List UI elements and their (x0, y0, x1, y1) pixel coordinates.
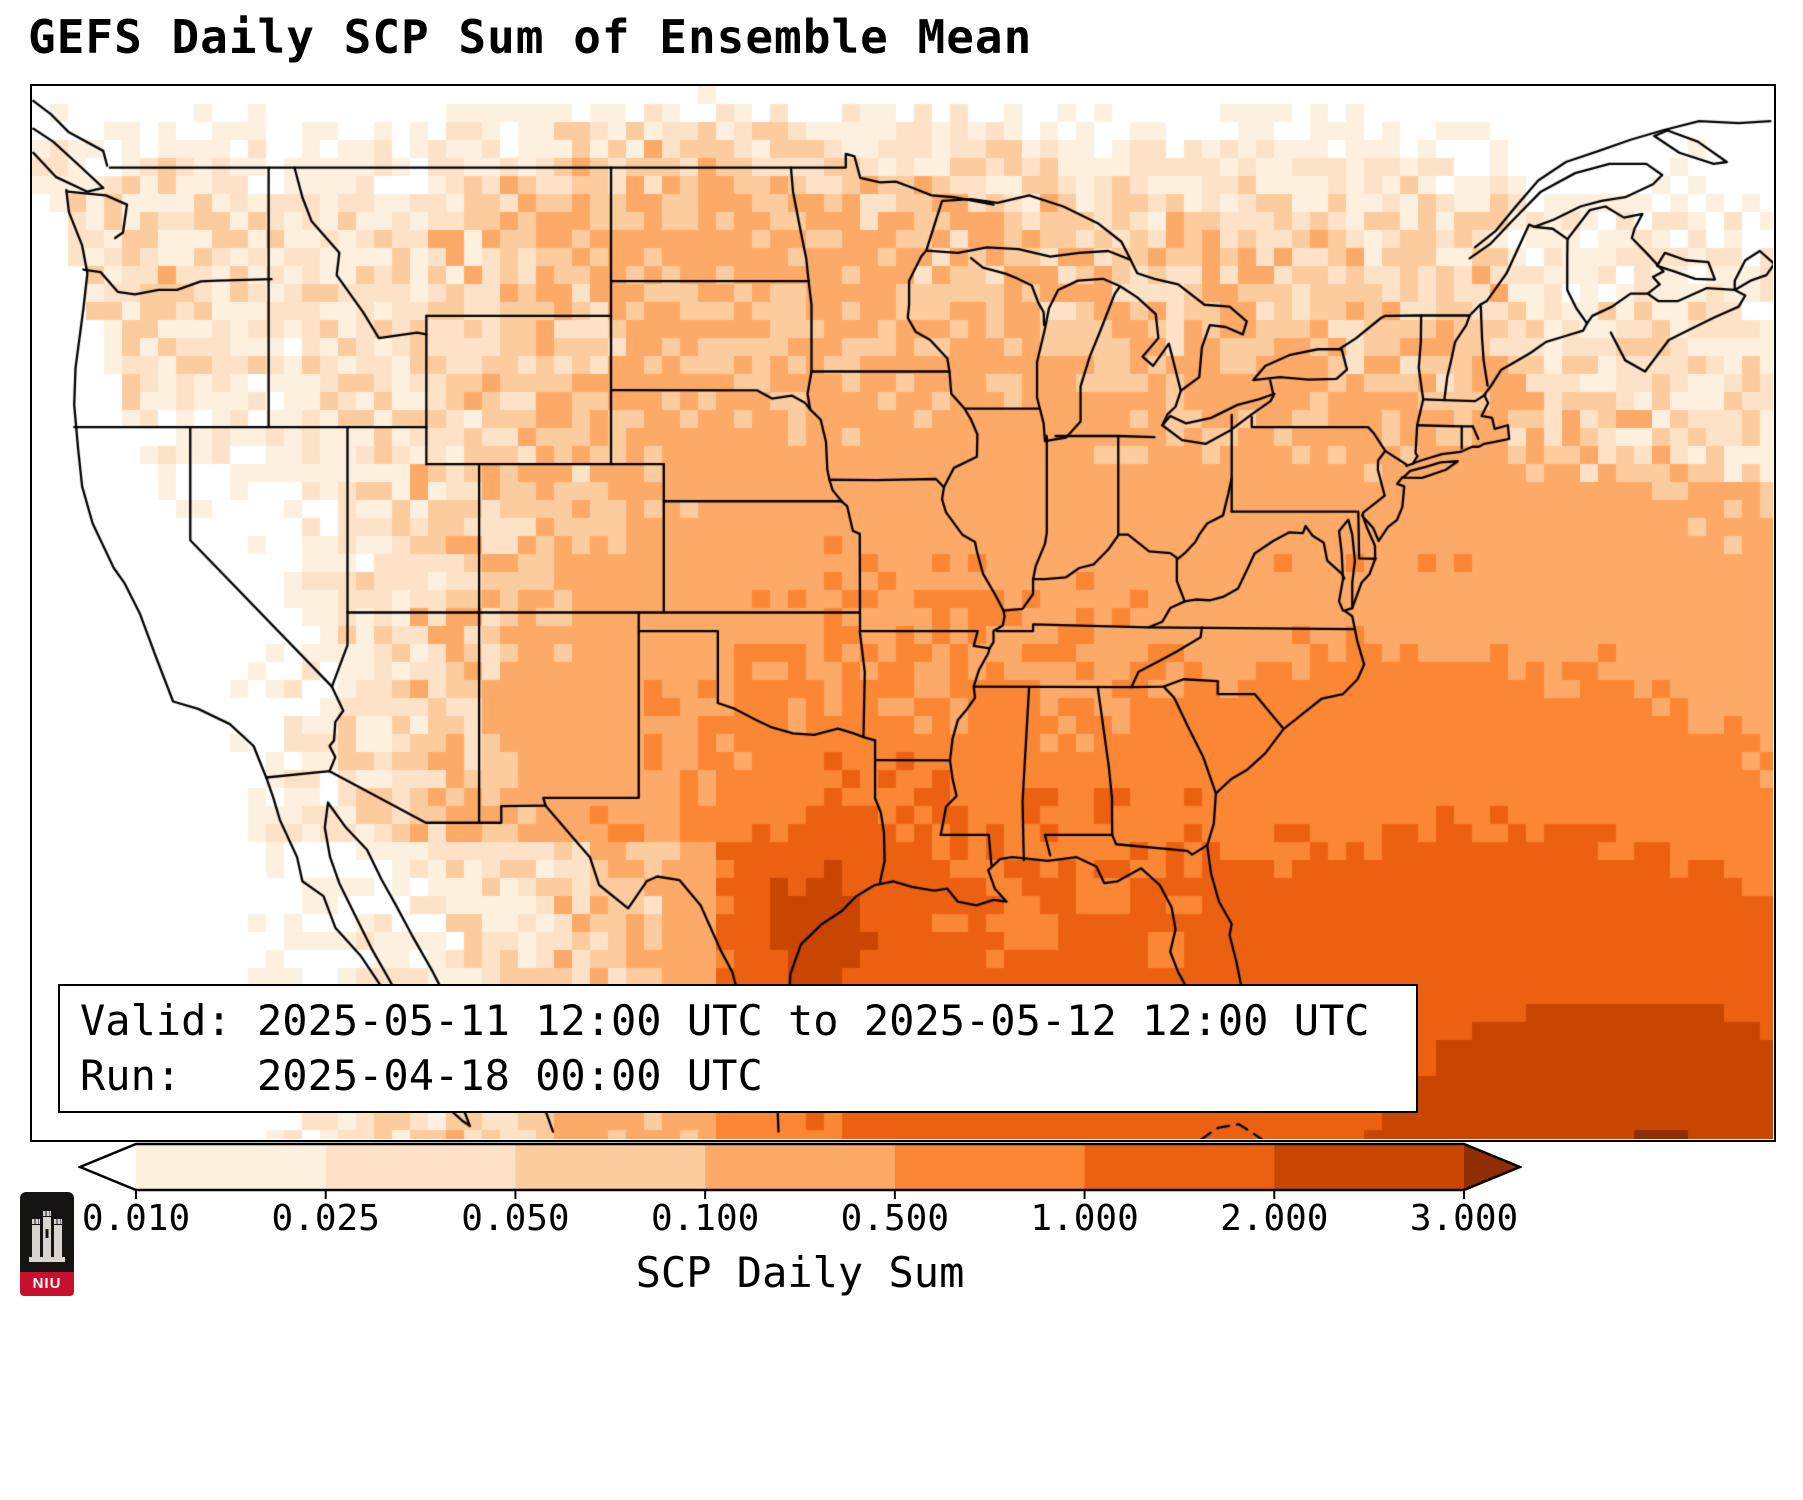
map-frame: Valid: 2025-05-11 12:00 UTC to 2025-05-1… (30, 84, 1776, 1142)
conus-scp-heatmap (32, 86, 1773, 1139)
colorbar-tick-label: 0.025 (271, 1198, 380, 1239)
colorbar-tick-label: 0.500 (840, 1198, 950, 1239)
colorbar-tick-label: 2.000 (1220, 1198, 1329, 1239)
run-time-text: Run: 2025-04-18 00:00 UTC (80, 1050, 763, 1100)
colorbar (78, 1142, 1522, 1199)
colorbar-ticks: 0.010 0.025 0.050 0.100 0.500 1.000 2.000 3.000 (82, 1198, 1518, 1242)
colorbar-tick-label: 1.000 (1030, 1198, 1139, 1239)
castle-icon (20, 1192, 74, 1272)
figure-title: GEFS Daily SCP Sum of Ensemble Mean (28, 10, 1033, 64)
colorbar-label: SCP Daily Sum (635, 1248, 965, 1297)
valid-run-box: Valid: 2025-05-11 12:00 UTC to 2025-05-1… (58, 984, 1418, 1114)
niu-logo: NIU (20, 1192, 74, 1296)
valid-time-text: Valid: 2025-05-11 12:00 UTC to 2025-05-1… (80, 996, 1370, 1045)
colorbar-tick-label: 0.100 (650, 1198, 760, 1239)
colorbar-tick-label: 3.000 (1409, 1198, 1519, 1239)
colorbar-tick-label: 0.050 (461, 1198, 570, 1239)
colorbar-tick-label: 0.010 (81, 1198, 191, 1239)
niu-logo-text: NIU (20, 1272, 74, 1296)
